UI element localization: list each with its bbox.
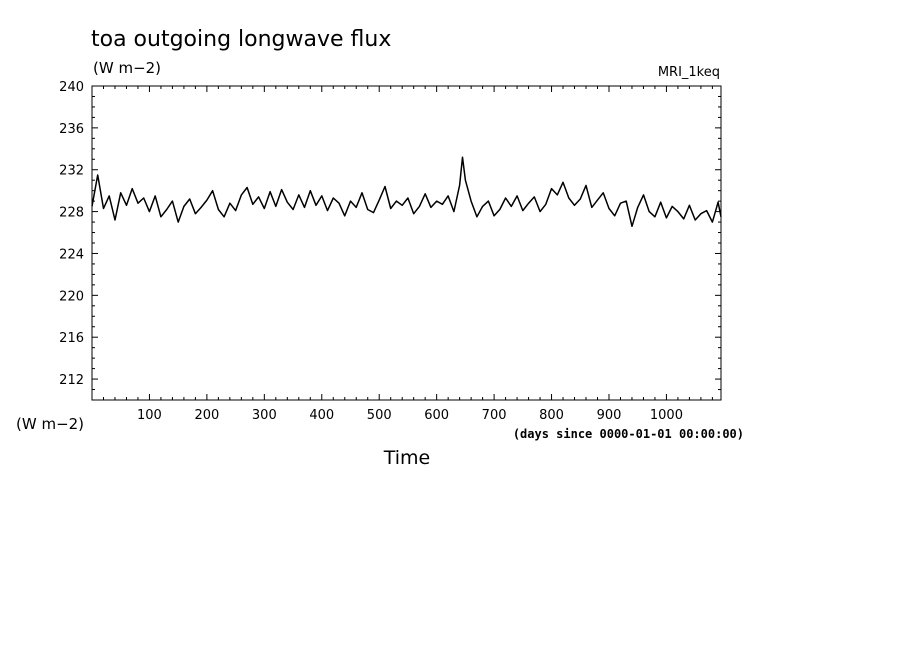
series-line [91,156,722,228]
x-tick-label: 600 [424,408,449,423]
chart-title: toa outgoing longwave flux [91,27,391,52]
y-tick-label: 232 [59,164,84,179]
x-tick-label: 700 [482,408,507,423]
x-tick-labels: 100 200 300 400 500 600 700 800 900 1000 [137,408,683,423]
y-tick-label: 228 [59,206,84,221]
y-units-label: (W m−2) [93,59,161,77]
left-units-label: (W m−2) [16,415,84,433]
y-tick-label: 212 [59,373,84,388]
y-tick-label: 236 [59,122,84,137]
y-tick-label: 220 [59,289,84,304]
x-axis-label: Time [383,447,431,469]
x-tick-label: 300 [252,408,277,423]
y-tick-label: 240 [59,80,84,95]
x-tick-label: 800 [539,408,564,423]
y-tick-labels: 212 216 220 224 228 232 236 240 [59,80,84,388]
y-tick-label: 224 [59,247,84,262]
y-tick-label: 216 [59,331,84,346]
x-units-label: (days since 0000-01-01 00:00:00) [513,427,744,441]
plot-frame [91,85,722,401]
x-tick-label: 900 [597,408,622,423]
x-tick-label: 400 [309,408,334,423]
axis-ticks [92,85,721,401]
model-label: MRI_1keq [658,65,720,80]
x-tick-label: 500 [367,408,392,423]
x-tick-label: 200 [194,408,219,423]
x-tick-label: 100 [137,408,162,423]
x-tick-label: 1000 [650,408,683,423]
